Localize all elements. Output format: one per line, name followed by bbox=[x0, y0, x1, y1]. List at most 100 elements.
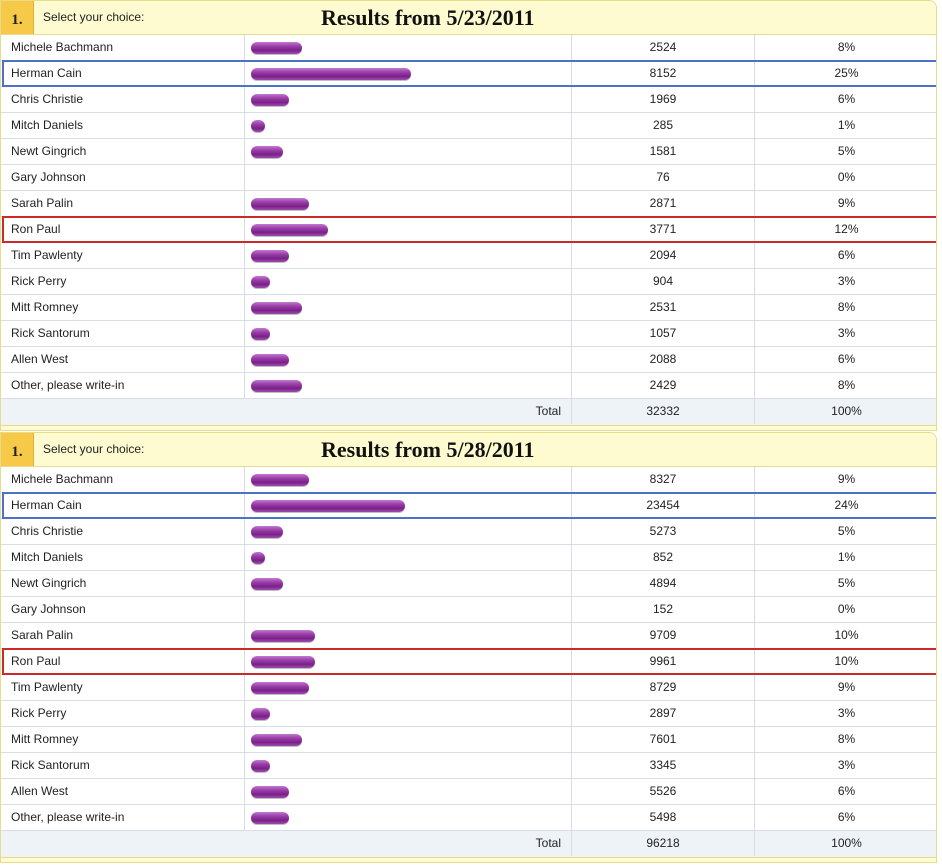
vote-count: 7601 bbox=[572, 727, 755, 752]
result-bar-cell bbox=[245, 61, 572, 86]
candidate-name: Sarah Palin bbox=[1, 623, 245, 648]
vote-percentage: 3% bbox=[837, 706, 856, 720]
result-row: Mitch Daniels 285 1% bbox=[1, 113, 936, 139]
result-bar-cell bbox=[245, 727, 572, 752]
vote-percentage: 25% bbox=[834, 66, 859, 80]
candidate-name: Rick Santorum bbox=[1, 753, 245, 778]
candidate-name: Mitt Romney bbox=[1, 295, 245, 320]
vote-count: 76 bbox=[572, 165, 755, 190]
result-row: Newt Gingrich 4894 5% bbox=[1, 571, 936, 597]
result-bar-cell bbox=[245, 217, 572, 242]
vote-percentage: 9% bbox=[837, 472, 856, 486]
result-bar bbox=[251, 42, 302, 54]
result-bar-cell bbox=[245, 113, 572, 138]
candidate-name: Rick Perry bbox=[1, 701, 245, 726]
total-label: Total bbox=[245, 831, 572, 856]
candidate-name: Rick Perry bbox=[1, 269, 245, 294]
result-bar-cell bbox=[245, 805, 572, 830]
total-votes: 96218 bbox=[572, 831, 755, 856]
vote-count: 2429 bbox=[572, 373, 755, 398]
candidate-name: Newt Gingrich bbox=[1, 571, 245, 596]
vote-percentage: 6% bbox=[837, 352, 856, 366]
total-spacer bbox=[1, 831, 245, 856]
question-number: 1. bbox=[1, 433, 34, 466]
vote-percentage: 0% bbox=[837, 602, 856, 616]
poll-header: 1. Select your choice: Results from 5/28… bbox=[1, 433, 936, 467]
candidate-name: Tim Pawlenty bbox=[1, 243, 245, 268]
total-percentage: 100% bbox=[831, 836, 862, 850]
vote-count: 1057 bbox=[572, 321, 755, 346]
result-bar bbox=[251, 224, 328, 236]
vote-count: 23454 bbox=[572, 493, 755, 518]
vote-percentage: 6% bbox=[837, 248, 856, 262]
result-row: Sarah Palin 9709 10% bbox=[1, 623, 936, 649]
vote-count: 5273 bbox=[572, 519, 755, 544]
result-bar bbox=[251, 302, 302, 314]
vote-percentage: 8% bbox=[837, 732, 856, 746]
result-bar bbox=[251, 68, 411, 80]
candidate-name: Ron Paul bbox=[1, 649, 245, 674]
result-row: Herman Cain 23454 24% bbox=[1, 492, 936, 519]
vote-count: 8152 bbox=[572, 61, 755, 86]
result-bar-cell bbox=[245, 623, 572, 648]
results-table: Michele Bachmann 8327 9% Herman Cain 23454 24… bbox=[1, 467, 936, 857]
candidate-name: Mitch Daniels bbox=[1, 545, 245, 570]
vote-percentage: 3% bbox=[837, 326, 856, 340]
candidate-name: Chris Christie bbox=[1, 87, 245, 112]
result-bar bbox=[251, 578, 283, 590]
result-row: Michele Bachmann 2524 8% bbox=[1, 35, 936, 61]
result-bar bbox=[251, 94, 289, 106]
vote-count: 8327 bbox=[572, 467, 755, 492]
total-percentage: 100% bbox=[831, 404, 862, 418]
result-bar bbox=[251, 354, 289, 366]
result-row: Allen West 2088 6% bbox=[1, 347, 936, 373]
candidate-name: Newt Gingrich bbox=[1, 139, 245, 164]
result-row: Rick Santorum 3345 3% bbox=[1, 753, 936, 779]
question-prompt: Select your choice: bbox=[43, 10, 145, 24]
result-row: Allen West 5526 6% bbox=[1, 779, 936, 805]
result-bar-cell bbox=[245, 191, 572, 216]
result-bar-cell bbox=[245, 373, 572, 398]
question-number: 1. bbox=[1, 1, 34, 34]
candidate-name: Herman Cain bbox=[1, 493, 245, 518]
candidate-name: Mitch Daniels bbox=[1, 113, 245, 138]
result-row: Chris Christie 1969 6% bbox=[1, 87, 936, 113]
result-row: Newt Gingrich 1581 5% bbox=[1, 139, 936, 165]
vote-percentage: 24% bbox=[834, 498, 859, 512]
result-bar bbox=[251, 328, 270, 340]
vote-percentage: 8% bbox=[837, 40, 856, 54]
result-row: Michele Bachmann 8327 9% bbox=[1, 467, 936, 493]
result-bar bbox=[251, 630, 315, 642]
vote-percentage: 12% bbox=[834, 222, 859, 236]
panel-footer bbox=[1, 857, 936, 862]
vote-count: 4894 bbox=[572, 571, 755, 596]
vote-count: 1969 bbox=[572, 87, 755, 112]
vote-count: 2094 bbox=[572, 243, 755, 268]
result-bar-cell bbox=[245, 243, 572, 268]
vote-count: 1581 bbox=[572, 139, 755, 164]
result-bar-cell bbox=[245, 649, 572, 674]
candidate-name: Chris Christie bbox=[1, 519, 245, 544]
vote-count: 2897 bbox=[572, 701, 755, 726]
result-row: Ron Paul 3771 12% bbox=[1, 216, 936, 243]
result-row: Sarah Palin 2871 9% bbox=[1, 191, 936, 217]
vote-percentage: 9% bbox=[837, 680, 856, 694]
candidate-name: Michele Bachmann bbox=[1, 467, 245, 492]
vote-percentage: 1% bbox=[837, 550, 856, 564]
result-bar bbox=[251, 526, 283, 538]
vote-percentage: 9% bbox=[837, 196, 856, 210]
candidate-name: Other, please write-in bbox=[1, 373, 245, 398]
candidate-name: Gary Johnson bbox=[1, 597, 245, 622]
vote-count: 9709 bbox=[572, 623, 755, 648]
poll-results-panel: 1. Select your choice: Results from 5/23… bbox=[0, 0, 937, 431]
vote-percentage: 1% bbox=[837, 118, 856, 132]
result-bar-cell bbox=[245, 701, 572, 726]
result-bar bbox=[251, 812, 289, 824]
candidate-name: Mitt Romney bbox=[1, 727, 245, 752]
candidate-name: Gary Johnson bbox=[1, 165, 245, 190]
candidate-name: Ron Paul bbox=[1, 217, 245, 242]
vote-count: 3771 bbox=[572, 217, 755, 242]
vote-percentage: 8% bbox=[837, 300, 856, 314]
candidate-name: Allen West bbox=[1, 779, 245, 804]
results-table: Michele Bachmann 2524 8% Herman Cain 8152 25%… bbox=[1, 35, 936, 425]
